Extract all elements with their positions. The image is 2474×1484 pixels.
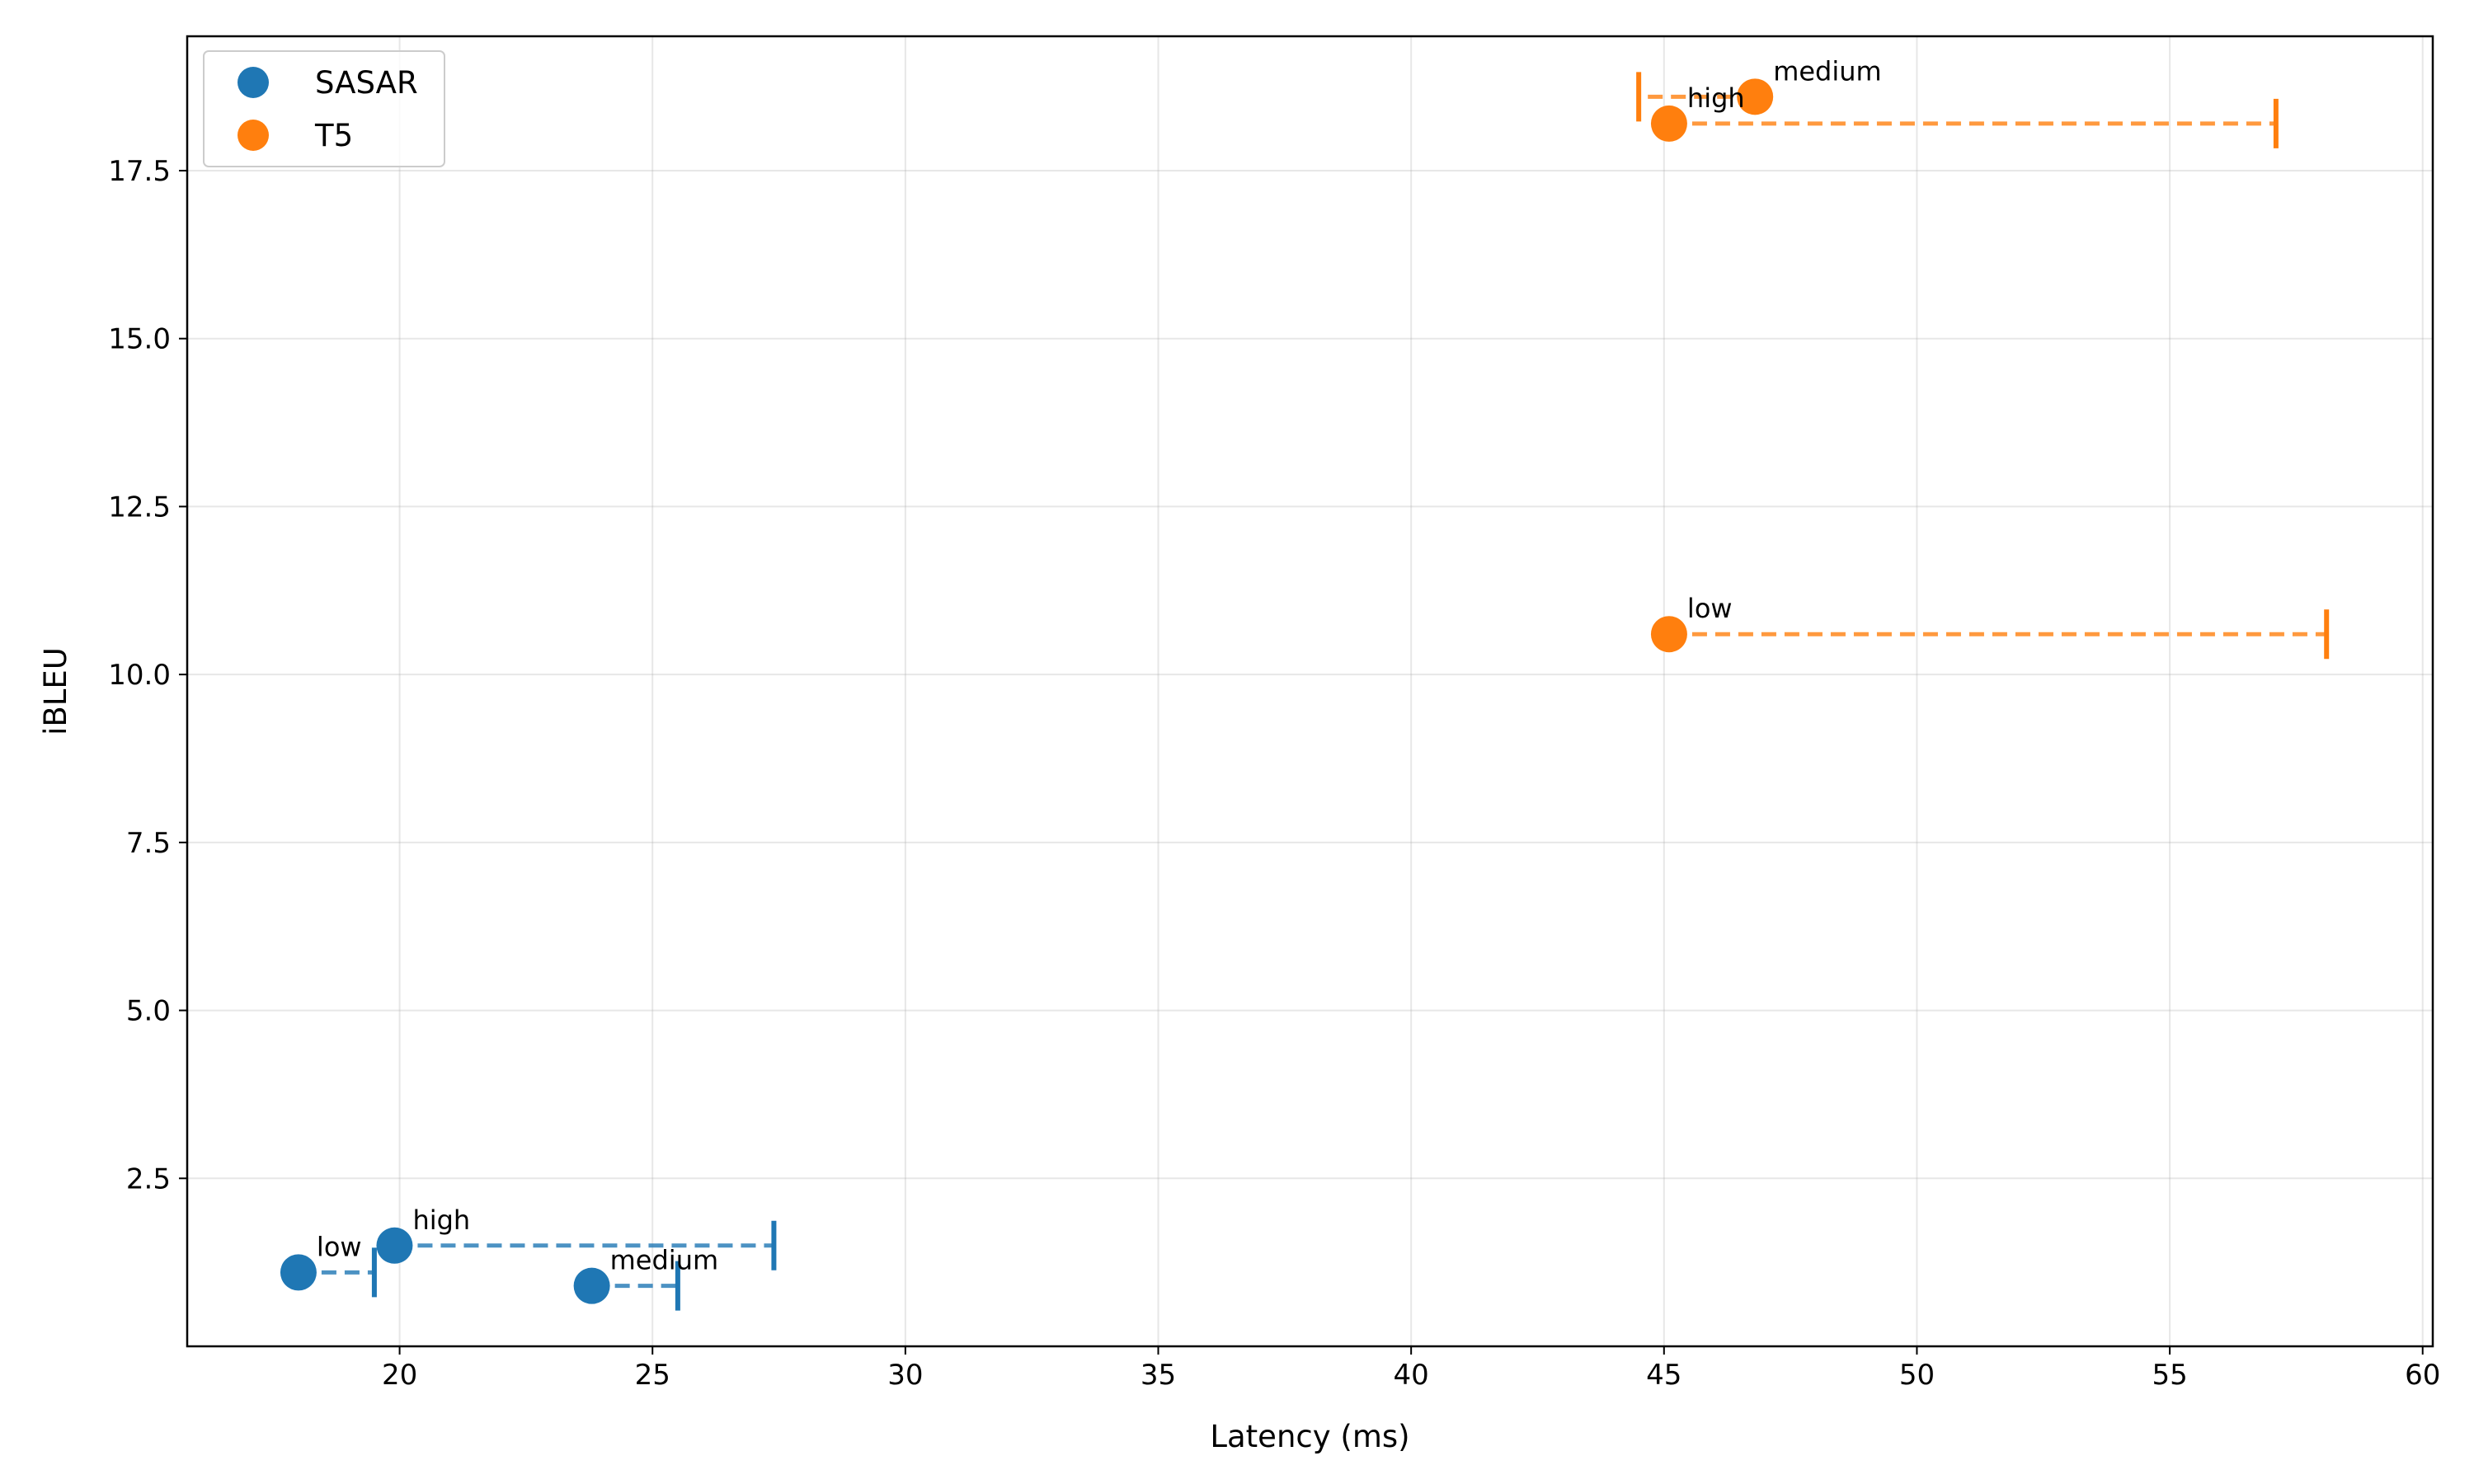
- legend-label: T5: [314, 118, 353, 153]
- data-point: [280, 1254, 317, 1291]
- y-tick-label: 17.5: [108, 155, 171, 188]
- y-tick-label: 2.5: [126, 1162, 171, 1195]
- x-tick-label: 35: [1141, 1359, 1176, 1392]
- legend-label: SASAR: [315, 65, 418, 101]
- point-label: high: [1687, 82, 1745, 114]
- x-tick-label: 40: [1394, 1359, 1429, 1392]
- point-label: high: [412, 1205, 470, 1236]
- data-point: [376, 1227, 413, 1264]
- x-tick-label: 60: [2405, 1359, 2440, 1392]
- y-axis-ticks: 2.5 5.0 7.5 10.0 12.5 15.0 17.5: [108, 155, 187, 1195]
- plot-frame: [186, 35, 2434, 1348]
- data-point: [1650, 105, 1687, 142]
- x-axis-ticks: 20 25 30 35 40 45 50 55 60: [382, 1346, 2440, 1392]
- x-tick-label: 20: [382, 1359, 417, 1392]
- latency-range-lines: [298, 72, 2330, 1311]
- point-label: medium: [610, 1245, 719, 1276]
- data-point: [1737, 78, 1774, 115]
- data-point: [573, 1267, 610, 1304]
- x-tick-label: 30: [887, 1359, 923, 1392]
- y-tick-label: 7.5: [126, 827, 171, 860]
- y-tick-label: 10.0: [108, 659, 171, 692]
- x-axis-label: Latency (ms): [1210, 1419, 1409, 1454]
- legend: SASAR T5: [203, 50, 445, 167]
- y-tick-label: 12.5: [108, 491, 171, 524]
- x-tick-label: 50: [1899, 1359, 1935, 1392]
- legend-marker: [238, 67, 269, 98]
- y-tick-label: 15.0: [108, 323, 171, 356]
- point-label: low: [317, 1231, 362, 1262]
- y-axis-label: iBLEU: [38, 647, 73, 735]
- point-label: low: [1687, 593, 1733, 624]
- y-tick-label: 5.0: [126, 995, 171, 1028]
- x-tick-label: 25: [635, 1359, 670, 1392]
- point-label: medium: [1773, 55, 1882, 87]
- legend-marker: [238, 120, 269, 151]
- x-tick-label: 45: [1646, 1359, 1681, 1392]
- data-points: [280, 78, 1774, 1304]
- point-labels: low high medium low high medium: [317, 55, 1882, 1275]
- data-point: [1650, 616, 1687, 653]
- grid: [187, 36, 2433, 1346]
- x-tick-label: 55: [2152, 1359, 2187, 1392]
